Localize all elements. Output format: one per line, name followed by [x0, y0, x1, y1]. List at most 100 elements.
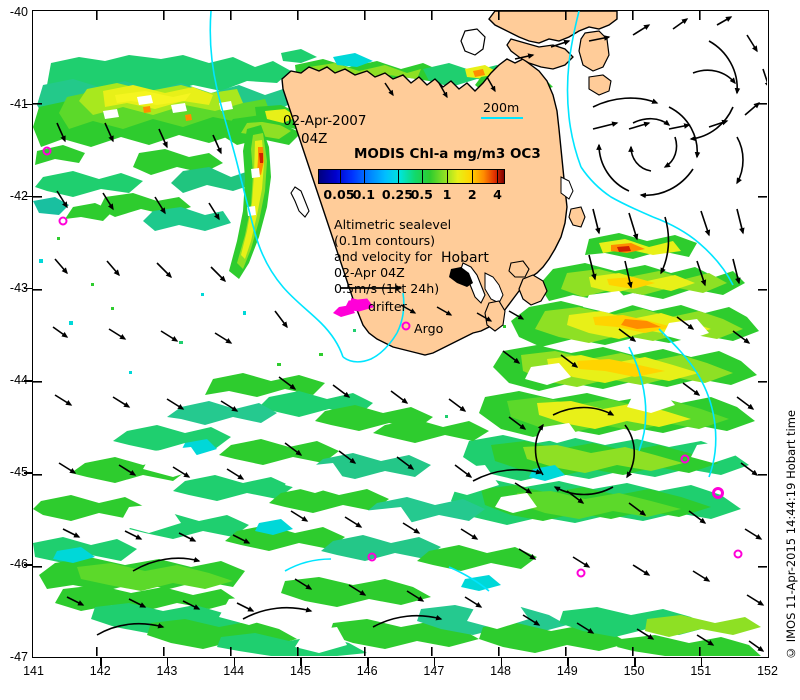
tasmania-bruny-channel: [484, 272, 504, 304]
x-axis-tick: [100, 658, 102, 666]
x-axis-tick-label: 143: [156, 664, 178, 678]
colorbar-tick-label: 0.5: [410, 187, 433, 202]
x-axis-tick: [500, 658, 503, 666]
colorbar-tick: [496, 170, 498, 183]
colorbar-tick: [339, 170, 341, 183]
map-plot-area[interactable]: 02-Apr-2007 04Z MODIS Chl-a mg/m3 OC3 0.…: [32, 10, 769, 658]
colorbar-tick-label: 0.1: [352, 187, 375, 202]
argo-float-marker[interactable]: [576, 568, 586, 578]
mainland-australia-lower: [506, 38, 574, 70]
argo-float-marker[interactable]: [42, 146, 52, 156]
y-axis-tick-label: -44: [9, 373, 28, 388]
colorbar-tick: [364, 170, 366, 183]
x-axis-tick-label: 152: [757, 664, 778, 678]
drifter-marker[interactable]: [350, 295, 366, 313]
flinders-island: [578, 30, 610, 72]
y-axis-tick-label: -42: [9, 188, 28, 203]
x-axis-tick: [300, 658, 302, 666]
x-axis-tick-label: 142: [89, 664, 111, 678]
cape-barren-island: [588, 74, 612, 96]
chl-west-coast-strip: [229, 125, 271, 279]
tasmania-derwent-estuary: [449, 267, 473, 287]
tasmania-east-bays: [560, 176, 574, 200]
colorbar-tick-label: 0.25: [381, 187, 414, 202]
y-axis-tick-label: -47: [9, 649, 28, 664]
map-canvas: [33, 11, 767, 656]
tasmania-forestier-neck: [508, 260, 530, 278]
x-axis-tick: [700, 658, 703, 666]
x-axis-tick-label: 146: [356, 664, 378, 678]
mainland-australia: [488, 11, 618, 44]
y-axis-tick-label: -45: [9, 465, 28, 480]
argo-float-marker[interactable]: [401, 321, 411, 331]
x-axis-tick: [233, 658, 236, 666]
chl-bloom-northwest: [33, 55, 315, 231]
bruny-island: [484, 300, 506, 332]
x-axis-tick-label: 148: [490, 664, 512, 678]
colorbar-gradient: [318, 169, 505, 184]
bathymetry-200m-contour-layer: [209, 11, 734, 592]
colorbar-tick-label: 1: [442, 187, 452, 202]
argo-float-marker[interactable]: [733, 549, 743, 559]
chl-east-tasman: [451, 233, 759, 525]
colorbar-tick-label: 4: [493, 187, 502, 202]
x-axis-tick-label: 149: [556, 664, 578, 678]
maria-island: [568, 206, 586, 228]
altimetry-annotation: Altimetric sealevel (0.1m contours) and …: [334, 217, 452, 297]
colorbar-tick: [446, 170, 448, 183]
tasmania-tasman-peninsula: [518, 274, 548, 306]
chl-cloud-gaps: [119, 447, 645, 653]
y-axis-tick: [24, 380, 32, 382]
y-axis-tick: [24, 472, 32, 474]
land-layer: [281, 11, 618, 356]
y-axis-tick-label: -43: [9, 280, 28, 295]
frame-inner-ticks: [33, 11, 767, 656]
drifter-legend-label: drifter: [368, 299, 407, 314]
argo-float-marker[interactable]: [712, 487, 724, 499]
colorbar-tick: [421, 170, 423, 183]
colorbar[interactable]: 0.05 0.1 0.25 0.5 1 2 4: [318, 169, 505, 202]
scalebar-cyan-line: [481, 117, 523, 119]
velocity-vector-layer: [52, 16, 767, 652]
colorbar-tick-label: 0.05: [323, 187, 355, 202]
tasmania-landmass: [281, 58, 568, 356]
velocity-scale-arrow: [341, 284, 403, 292]
argo-float-marker[interactable]: [367, 552, 377, 562]
scalebar-label: 200m: [483, 100, 520, 115]
argo-legend-label: Argo: [414, 321, 444, 336]
x-axis-tick-label: 147: [423, 664, 445, 678]
y-axis-tick: [24, 564, 32, 566]
x-axis-tick: [433, 658, 436, 666]
x-axis-tick: [166, 658, 169, 666]
argo-float-marker[interactable]: [58, 216, 68, 226]
x-axis-tick: [367, 658, 369, 666]
y-axis-tick-label: -40: [9, 4, 28, 19]
x-axis-tick: [634, 658, 636, 666]
copyright-label: © IMOS 11-Apr-2015 14:44:19 Hobart time: [784, 410, 798, 660]
colorbar-tick-label: 2: [467, 187, 477, 202]
date-label-line2: 04Z: [301, 131, 328, 147]
x-axis-tick-label: 141: [23, 664, 44, 678]
y-axis-tick: [24, 195, 32, 198]
colorbar-tick: [397, 170, 399, 183]
argo-float-marker[interactable]: [680, 454, 690, 464]
tasmania-west-inlet: [290, 186, 310, 218]
y-axis-tick: [24, 103, 32, 106]
king-island: [460, 28, 486, 56]
x-axis-tick-label: 145: [289, 664, 311, 678]
colorbar-tick: [471, 170, 473, 183]
place-label-hobart: Hobart: [441, 250, 489, 266]
y-axis-tick-label: -41: [9, 96, 28, 111]
x-axis-tick-label: 150: [623, 664, 645, 678]
y-axis-tick: [24, 287, 32, 290]
chl-specks: [39, 237, 506, 418]
x-axis-tick-label: 144: [223, 664, 245, 678]
y-axis-tick-label: -46: [9, 557, 28, 572]
colorbar-title: MODIS Chl-a mg/m3 OC3: [354, 146, 541, 162]
velocity-arrows-coastal: [384, 76, 525, 322]
x-axis-tick-label: 151: [690, 664, 712, 678]
colorbar-tick-labels: 0.05 0.1 0.25 0.5 1 2 4: [318, 184, 505, 202]
x-axis-tick: [567, 658, 569, 666]
date-label-line1: 02-Apr-2007: [283, 113, 367, 129]
